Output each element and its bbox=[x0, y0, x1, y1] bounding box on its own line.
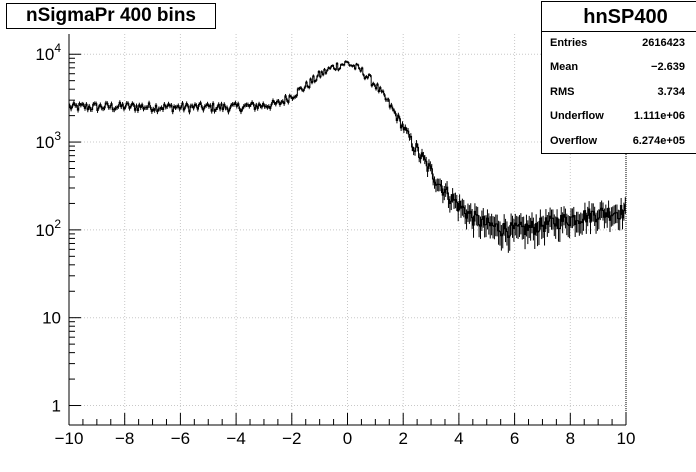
stats-value: 1.111e+06 bbox=[633, 110, 685, 123]
x-tick-label: 6 bbox=[510, 429, 519, 448]
y-axis-ticks: 1 10 102 103 104 bbox=[35, 41, 81, 416]
stats-label: Underflow bbox=[550, 110, 604, 123]
stats-row-mean: Mean −2.639 bbox=[542, 56, 696, 80]
stats-value: 2616423 bbox=[642, 37, 685, 49]
stats-label: Overflow bbox=[550, 134, 598, 147]
stats-value: −2.639 bbox=[651, 61, 685, 74]
stats-row-rms: RMS 3.734 bbox=[542, 81, 696, 105]
y-tick-label: 104 bbox=[35, 41, 61, 64]
x-tick-label: 4 bbox=[454, 429, 463, 448]
stats-box-title: hnSP400 bbox=[542, 2, 696, 32]
y-tick-label: 1 bbox=[52, 397, 61, 416]
x-tick-label: −10 bbox=[55, 429, 84, 448]
x-tick-label: −8 bbox=[115, 429, 134, 448]
x-tick-label: 0 bbox=[343, 429, 352, 448]
stats-label: RMS bbox=[550, 85, 575, 98]
stats-row-underflow: Underflow 1.111e+06 bbox=[542, 105, 696, 129]
x-tick-label: 10 bbox=[617, 429, 636, 448]
x-tick-label: −6 bbox=[171, 429, 190, 448]
chart-title-text: nSigmaPr 400 bins bbox=[25, 5, 196, 26]
stats-value: 3.734 bbox=[657, 85, 685, 98]
stats-row-overflow: Overflow 6.274e+05 bbox=[542, 130, 696, 154]
stats-label: Mean bbox=[550, 61, 579, 74]
x-axis-ticks: −10 −8 −6 −4 −2 0 2 4 6 8 10 bbox=[55, 413, 636, 448]
x-tick-label: −2 bbox=[282, 429, 301, 448]
stats-row-entries: Entries 2616423 bbox=[542, 32, 696, 56]
stats-box: hnSP400 Entries 2616423 Mean −2.639 RMS … bbox=[541, 1, 696, 154]
chart-title: nSigmaPr 400 bins bbox=[6, 3, 216, 29]
y-tick-label: 102 bbox=[35, 217, 61, 240]
y-tick-label: 103 bbox=[35, 129, 61, 152]
histogram-line bbox=[69, 61, 626, 238]
y-tick-label: 10 bbox=[42, 309, 61, 328]
stats-value: 6.274e+05 bbox=[632, 134, 685, 147]
x-tick-label: 2 bbox=[398, 429, 407, 448]
stats-label: Entries bbox=[550, 37, 588, 49]
histogram-steps bbox=[69, 60, 626, 253]
x-tick-label: 8 bbox=[566, 429, 575, 448]
x-tick-label: −4 bbox=[226, 429, 245, 448]
